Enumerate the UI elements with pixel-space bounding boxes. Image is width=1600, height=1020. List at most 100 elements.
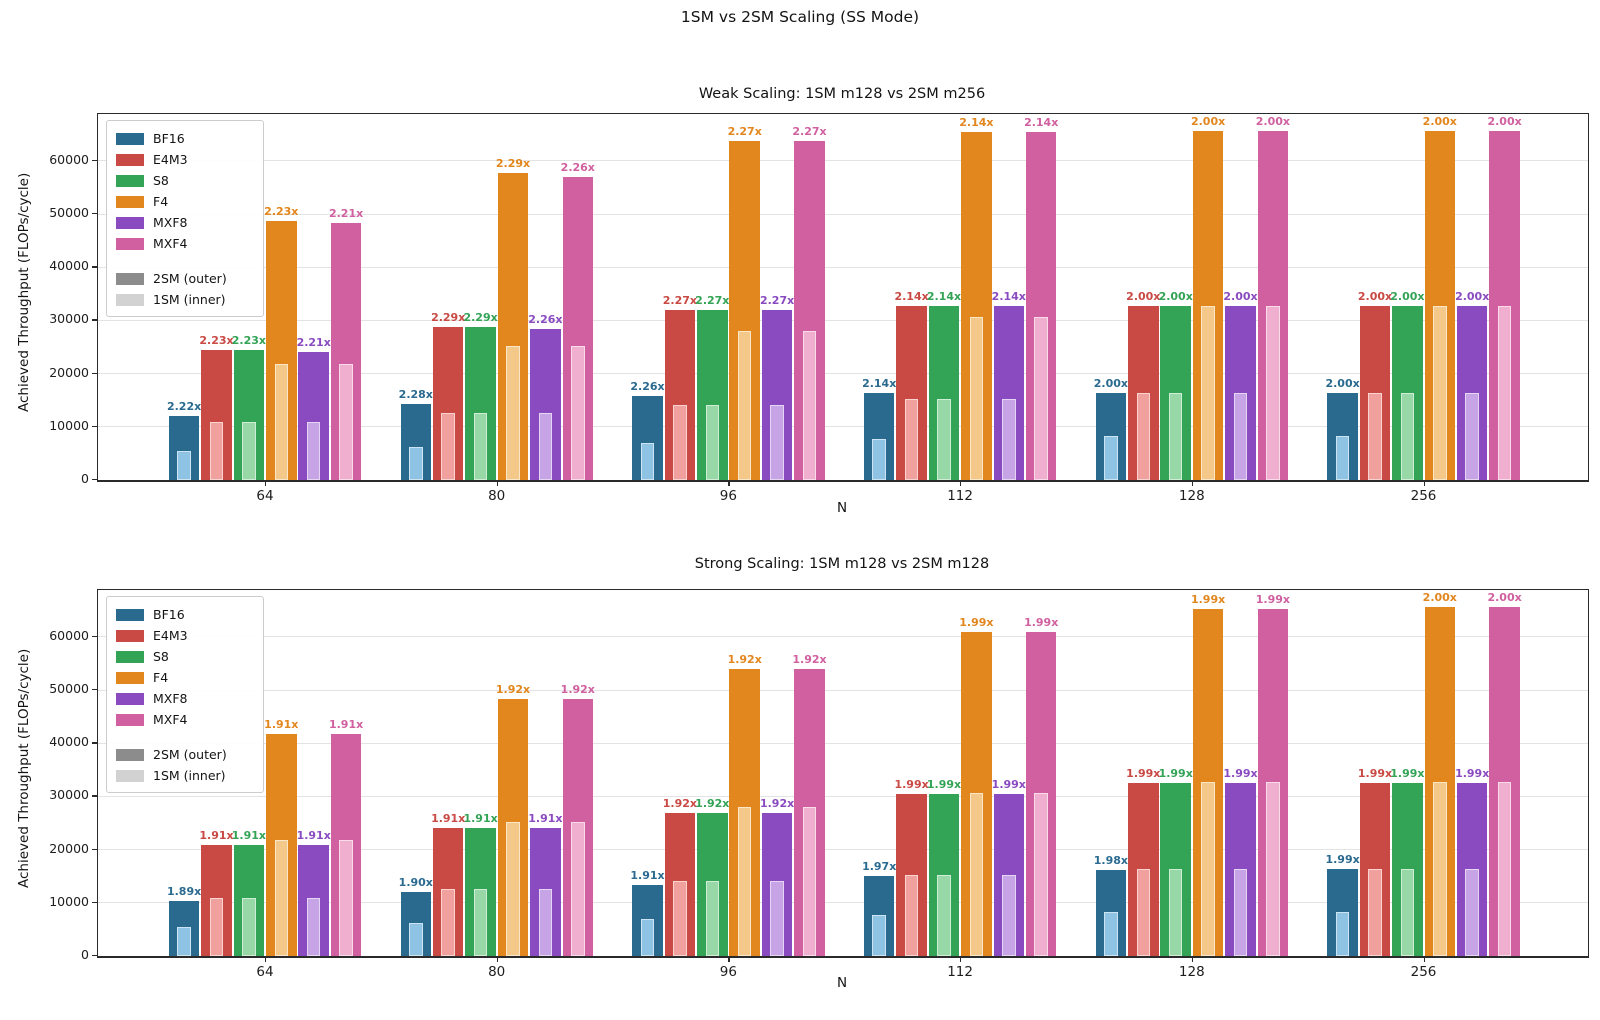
gridline [98,266,1588,268]
legend-label: BF16 [153,131,185,146]
y-tick-mark [92,213,97,215]
bar-1sm-e4m3-n96 [673,405,687,480]
bar-1sm-e4m3-n112 [904,398,919,480]
bar-1sm-s8-n128 [1168,868,1183,956]
legend-label: 2SM (outer) [153,747,227,762]
y-tick-label: 40000 [49,734,89,750]
scaling-ratio-label: 2.00x [1190,115,1226,129]
x-tick-label: 128 [1178,964,1205,980]
scaling-ratio-label: 2.27x [759,294,795,308]
y-tick-mark [92,266,97,268]
bar-1sm-mxf8-n112 [1002,398,1016,480]
y-tick-mark [92,635,97,638]
scaling-ratio-label: 2.23x [199,334,234,348]
scaling-ratio-label: 1.99x [991,778,1026,792]
bar-1sm-mxf8-n256 [1465,392,1479,480]
legend-swatch-1sm-inner [116,769,144,782]
scaling-ratio-label: 1.90x [398,876,433,890]
legend-swatch-bf16 [116,608,144,621]
bar-1sm-e4m3-n80 [441,412,455,480]
bar-1sm-bf16-n256 [1335,436,1350,480]
y-tick-mark [92,425,97,428]
scaling-ratio-label: 1.99x [1255,593,1291,607]
bar-1sm-mxf8-n256 [1465,868,1479,956]
x-tick-mark [1191,481,1194,486]
legend-swatch-f4 [116,671,144,684]
scaling-ratio-label: 2.00x [1223,289,1258,303]
scaling-ratio-label: 2.21x [328,207,364,221]
legend-label: 2SM (outer) [153,271,227,286]
bar-1sm-mxf8-n128 [1233,392,1248,480]
legend-swatch-mxf4 [116,713,144,726]
legend-swatch-bf16 [116,132,144,145]
legend-label: 1SM (inner) [153,292,226,307]
x-tick-label: 96 [719,964,737,980]
bar-1sm-mxf8-n64 [306,421,321,480]
y-tick-label: 60000 [49,627,89,643]
scaling-ratio-label: 1.99x [926,778,962,792]
legend-label: BF16 [153,607,185,622]
x-tick-label: 80 [488,488,506,504]
y-tick-label: 30000 [49,311,89,327]
bar-1sm-mxf4-n96 [802,806,817,956]
y-tick-label: 60000 [49,151,89,167]
scaling-ratio-label: 1.99x [1190,593,1226,607]
scaling-ratio-label: 2.00x [1455,289,1490,303]
x-tick-mark [496,481,499,486]
bar-1sm-f4-n64 [274,363,289,480]
legend-label: MXF8 [153,215,188,230]
x-tick-mark [960,957,962,962]
bar-1sm-bf16-n96 [640,918,655,956]
plot-area-strong-scaling: 1.89x 1.91x 1.91x 1.91x 1.91x 1.91x 1.90x 1.91x… [97,589,1589,958]
bar-1sm-bf16-n64 [177,450,191,480]
bar-1sm-bf16-n128 [1104,436,1118,480]
gridline [98,902,1588,904]
x-tick-mark [1423,957,1425,962]
bar-1sm-mxf4-n256 [1497,305,1512,480]
scaling-ratio-label: 2.14x [926,289,962,303]
subplot-title-weak-scaling: Weak Scaling: 1SM m128 vs 2SM m256 [698,86,986,102]
scaling-ratio-label: 2.26x [560,161,595,175]
scaling-ratio-label: 2.28x [398,387,433,401]
scaling-ratio-label: 2.27x [695,294,730,308]
y-tick-label: 50000 [49,681,89,697]
y-tick-label: 10000 [49,417,89,433]
x-tick-mark [265,957,267,962]
bar-1sm-mxf8-n96 [770,881,784,956]
scaling-ratio-label: 2.14x [991,289,1026,303]
bar-1sm-bf16-n112 [872,915,886,956]
scaling-ratio-label: 1.98x [1093,853,1129,867]
legend-item-e4m3: E4M3 [116,149,254,170]
scaling-ratio-label: 1.92x [727,653,762,667]
y-tick-mark [92,479,97,481]
y-tick-label: 20000 [49,364,89,380]
y-tick-label: 10000 [49,893,89,909]
scaling-ratio-label: 1.99x [1357,766,1393,780]
scaling-ratio-label: 1.92x [495,682,531,696]
scaling-ratio-label: 1.99x [1158,766,1193,780]
scaling-ratio-label: 2.23x [264,204,299,218]
legend-item-mxf8: MXF8 [116,212,254,233]
scaling-ratio-label: 2.29x [431,310,466,324]
x-tick-mark [960,481,962,486]
bar-1sm-bf16-n80 [409,922,423,956]
y-tick-label: 30000 [49,787,89,803]
bar-1sm-e4m3-n96 [673,881,687,956]
legend-label: E4M3 [153,628,188,643]
scaling-ratio-label: 1.92x [662,796,698,810]
x-tick-label: 64 [256,964,274,980]
bar-1sm-e4m3-n64 [209,421,224,480]
legend-item-bf16: BF16 [116,604,254,625]
legend-item-mxf8: MXF8 [116,688,254,709]
y-tick-label: 0 [81,947,89,962]
x-tick-mark [265,481,267,486]
scaling-ratio-label: 2.00x [1487,115,1522,129]
scaling-ratio-label: 2.29x [495,157,531,170]
x-tick-mark [728,957,730,962]
x-tick-mark [1423,481,1425,486]
y-tick-mark [92,901,97,904]
legend-label: 1SM (inner) [153,768,226,783]
bar-1sm-s8-n80 [473,412,488,480]
y-tick-mark [92,159,97,162]
